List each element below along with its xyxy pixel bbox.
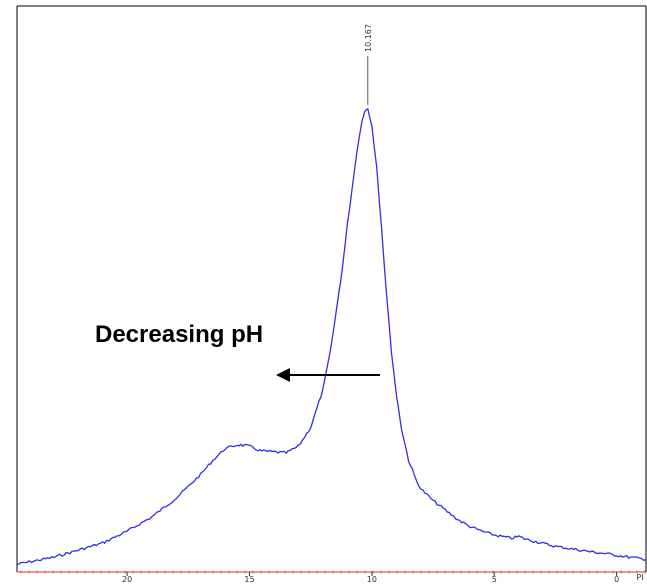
x-tick-label: 15 (244, 575, 254, 584)
x-tick-label: 5 (492, 575, 497, 584)
data-point (415, 479, 416, 480)
x-unit-label: PI (636, 573, 643, 582)
data-point (352, 186, 353, 187)
data-point (381, 229, 382, 230)
data-point (237, 444, 238, 445)
data-point (335, 318, 336, 319)
data-point (503, 536, 504, 537)
data-point (102, 542, 103, 543)
data-point (151, 517, 152, 518)
series-trace (16, 107, 647, 565)
annotation-text: Decreasing pH (95, 321, 263, 348)
data-point (433, 500, 434, 501)
data-point (176, 498, 177, 499)
data-point (357, 148, 358, 149)
data-point (494, 534, 495, 535)
data-point (53, 557, 54, 558)
x-tick-label: 10 (367, 575, 377, 584)
data-point (645, 559, 646, 560)
data-point (457, 519, 458, 520)
data-point (535, 541, 536, 542)
data-point (342, 266, 343, 267)
data-point (567, 548, 568, 549)
x-tick-label: 20 (122, 575, 132, 584)
data-point (310, 427, 311, 428)
data-point (249, 446, 250, 447)
data-point (579, 550, 580, 551)
data-point (628, 557, 629, 558)
data-point (286, 452, 287, 453)
data-point (518, 536, 519, 537)
data-point (616, 555, 617, 556)
data-point (261, 450, 262, 451)
peak-label: 10.167 (364, 24, 373, 52)
data-point (330, 351, 331, 352)
data-point (469, 526, 470, 527)
baseline-ticks (20, 570, 646, 574)
data-point (604, 553, 605, 554)
data-point (16, 564, 17, 565)
data-point (401, 427, 402, 428)
data-point (526, 539, 527, 540)
data-point (408, 460, 409, 461)
data-point (445, 509, 446, 510)
x-tick-label: 0 (614, 575, 619, 584)
plot-frame (16, 5, 647, 572)
x-axis-ticks: 20 15 10 5 0 (122, 572, 619, 584)
data-point (364, 111, 365, 112)
data-point (386, 295, 387, 296)
annotation-arrowhead (276, 368, 290, 382)
data-point (254, 448, 255, 449)
data-point (592, 551, 593, 552)
data-point (224, 448, 225, 449)
data-point (391, 351, 392, 352)
data-point (481, 531, 482, 532)
data-point (78, 550, 79, 551)
data-point (200, 474, 201, 475)
data-point (212, 460, 213, 461)
data-point (322, 389, 323, 390)
data-point (371, 125, 372, 126)
data-point (127, 531, 128, 532)
data-point (511, 538, 512, 539)
data-point (376, 167, 377, 168)
data-point (362, 120, 363, 121)
data-point (555, 546, 556, 547)
data-point (641, 558, 642, 559)
data-point (347, 224, 348, 225)
data-point (273, 451, 274, 452)
data-point (244, 445, 245, 446)
data-point (420, 488, 421, 489)
data-point (367, 108, 368, 109)
data-point (396, 394, 397, 395)
data-point (543, 543, 544, 544)
data-point (298, 446, 299, 447)
